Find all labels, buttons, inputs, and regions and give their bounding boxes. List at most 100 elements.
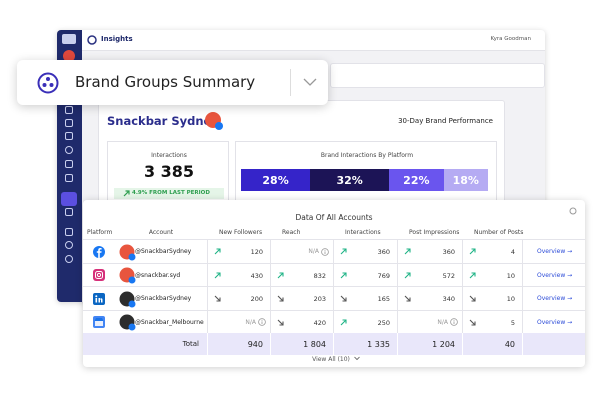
interactions-value: 3 385 xyxy=(143,162,195,181)
view-all[interactable]: View All (10) xyxy=(83,356,585,363)
divider xyxy=(290,69,291,96)
na-value: N/A xyxy=(245,318,256,326)
metric-value: 769 xyxy=(377,271,390,280)
linkedin-icon xyxy=(93,292,105,305)
metric-value: 420 xyxy=(313,318,326,327)
trend-down-icon xyxy=(277,319,284,326)
column-divider xyxy=(397,310,398,333)
account-handle: @snackbar.syd xyxy=(135,271,181,279)
trend-up-icon-part xyxy=(214,248,221,255)
total-value: 1 335 xyxy=(367,339,390,349)
trend-down-icon xyxy=(214,295,221,302)
column-divider xyxy=(270,263,271,286)
metric-value: 340 xyxy=(442,295,455,303)
instagram-icon-part xyxy=(93,269,105,281)
column-divider xyxy=(333,263,334,286)
nav-icon[interactable] xyxy=(65,106,73,114)
column-divider xyxy=(522,310,523,333)
nav-icon[interactable] xyxy=(65,174,73,182)
search-box[interactable] xyxy=(330,63,545,88)
trend-down-icon xyxy=(469,295,476,302)
na-value: N/A xyxy=(437,318,448,326)
trend-up-icon xyxy=(404,271,411,278)
logo xyxy=(62,34,76,44)
facebook-icon xyxy=(93,245,105,258)
info-icon-part xyxy=(261,319,263,321)
brand-group-dropdown[interactable]: Brand Groups Summary xyxy=(17,60,328,105)
trend-down-icon xyxy=(340,295,347,302)
info-icon-part xyxy=(453,319,455,321)
overview-link[interactable]: Overview → xyxy=(537,248,573,255)
instagram-icon xyxy=(93,269,105,281)
metric-value: 360 xyxy=(442,248,455,256)
nav-icon[interactable] xyxy=(65,208,73,216)
nav-icon[interactable] xyxy=(65,119,73,127)
column-divider xyxy=(207,263,208,286)
nav-icon[interactable] xyxy=(65,132,73,140)
trend-up-icon xyxy=(123,190,130,197)
column-divider xyxy=(462,263,463,286)
account-avatar-part xyxy=(128,276,136,284)
trend-down-icon xyxy=(404,295,411,302)
column-header: Post Impressions xyxy=(409,229,460,236)
linkedin-icon-part xyxy=(95,297,98,302)
account-avatar-part xyxy=(128,253,136,260)
overview-link[interactable]: Overview → xyxy=(537,318,573,326)
column-divider xyxy=(462,333,463,355)
column-divider xyxy=(522,287,523,310)
brand-avatar xyxy=(205,112,223,130)
overview-link[interactable]: Overview → xyxy=(537,295,573,302)
trend-up-icon xyxy=(340,271,347,278)
table-row: @SnackbarSydney 200 203 165 340 10 Overview → xyxy=(83,286,585,310)
metric-value: 165 xyxy=(377,295,390,303)
metric-value: 250 xyxy=(377,318,390,327)
nav-icon[interactable] xyxy=(65,228,73,236)
settings-icon[interactable] xyxy=(569,207,577,215)
total-value: 40 xyxy=(504,339,515,349)
metric-value: 430 xyxy=(250,271,263,280)
change-text: 4.9% FROM LAST PERIOD xyxy=(132,190,210,196)
table-row: @snackbar.syd 430 832 769 572 10 Overview → xyxy=(83,262,585,286)
trend-up-icon-part xyxy=(214,271,221,278)
info-icon-part xyxy=(321,247,329,256)
nav-icon[interactable] xyxy=(65,241,73,249)
user-name[interactable]: Kyra Goodman xyxy=(490,36,531,42)
nav-icon[interactable] xyxy=(65,160,73,168)
total-value: 1 804 xyxy=(303,339,326,349)
account-handle: @Snackbar_Melbourne xyxy=(135,318,204,326)
stacked-bar: 28% 32% 22% 18% xyxy=(241,169,488,191)
platform-segment: 28% xyxy=(241,169,311,191)
group-icon xyxy=(37,72,59,94)
column-header: New Followers xyxy=(219,229,263,236)
view-all-chevron-part xyxy=(354,356,360,361)
metric-value: 10 xyxy=(506,295,515,303)
linkedin-icon-part xyxy=(95,294,98,297)
instagram-icon-part xyxy=(96,272,102,278)
info-icon-part xyxy=(453,321,455,324)
trend-up-icon xyxy=(469,271,476,278)
google-business-icon xyxy=(93,316,105,328)
nav-icon[interactable] xyxy=(65,146,73,154)
trend-up-icon-part xyxy=(277,271,284,278)
nav-active[interactable] xyxy=(61,192,77,206)
trend-up-icon-part xyxy=(340,318,347,325)
trend-down-icon-part xyxy=(277,319,284,326)
platform-segment: 18% xyxy=(443,169,488,191)
new-button[interactable] xyxy=(63,50,75,62)
table-title: Data Of All Accounts xyxy=(295,213,373,222)
column-divider xyxy=(522,240,523,263)
column-divider xyxy=(522,333,523,355)
dropdown-label: Brand Groups Summary xyxy=(75,73,256,91)
nav-icon[interactable] xyxy=(65,255,73,263)
platform-segment: 32% xyxy=(310,169,390,191)
trend-up-icon-part xyxy=(340,271,347,278)
trend-up-icon xyxy=(340,248,347,255)
trend-up-icon xyxy=(469,248,476,255)
overview-link[interactable]: Overview → xyxy=(537,271,573,279)
trend-down-icon xyxy=(469,319,476,326)
account-handle: @SnackbarSydney xyxy=(135,295,192,302)
column-header: Platform xyxy=(87,229,113,236)
account-avatar xyxy=(119,244,136,260)
trend-up-icon-part xyxy=(469,248,476,255)
info-icon-part xyxy=(261,321,263,324)
